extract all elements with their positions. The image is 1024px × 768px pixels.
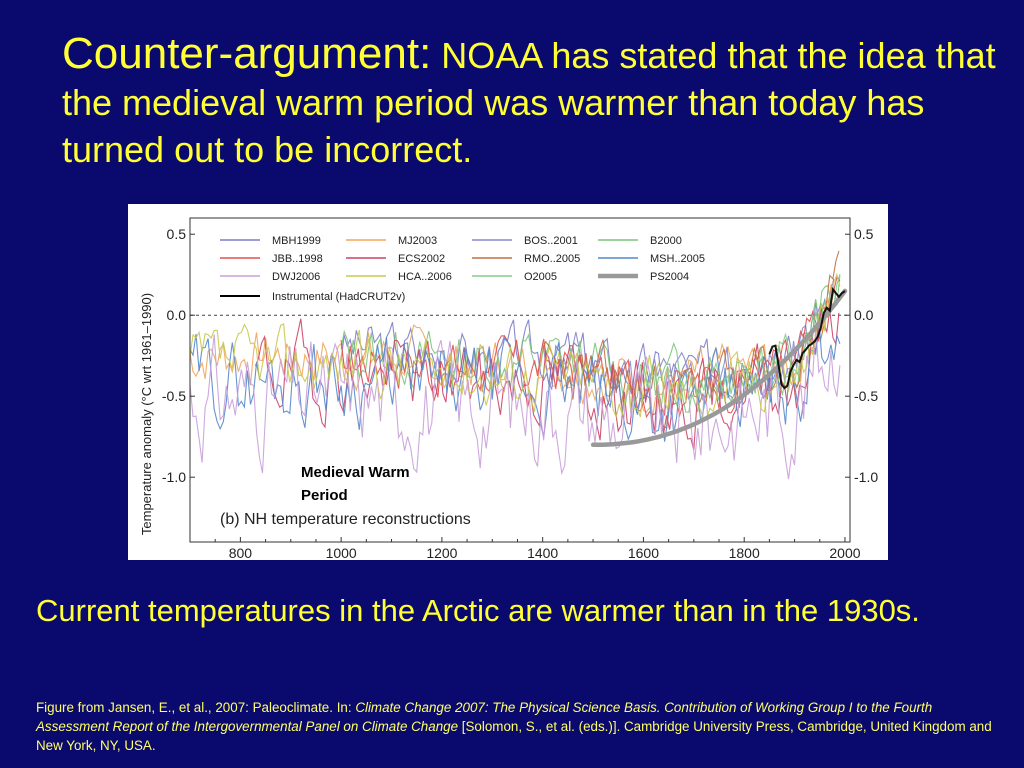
y-tick-label-right: -1.0 (854, 469, 878, 485)
legend: MBH1999 MJ2003 BOS..2001 B2000 JBB..1998 ECS2… (220, 235, 705, 303)
x-tick-label: 1000 (326, 545, 357, 560)
annotation-period: Period (301, 487, 348, 504)
legend-label: DWJ2006 (272, 271, 320, 283)
axis-layer: 800 1000 1200 1400 1600 1800 2000 0.5 0.5 0.0 0.0 -… (162, 217, 878, 560)
legend-label: MJ2003 (398, 235, 437, 247)
title-rest: NOAA has stated that the idea that the m… (62, 35, 996, 170)
x-tick-label: 1600 (628, 545, 659, 560)
y-tick-label: 0.5 (167, 226, 187, 242)
title-lead: Counter-argument: (62, 29, 432, 78)
legend-label: B2000 (650, 235, 682, 247)
series-line (189, 272, 841, 421)
series-line (642, 274, 841, 406)
legend-label: JBB..1998 (272, 253, 323, 265)
y-tick-label-right: 0.5 (854, 226, 874, 242)
series-layer (189, 250, 848, 480)
annotation-medieval-warm: Medieval Warm (301, 464, 410, 481)
y-tick-label: 0.0 (167, 307, 187, 323)
legend-label: HCA..2006 (398, 271, 452, 283)
legend-label: RMO..2005 (524, 253, 580, 265)
citation-part3: [Solomon, S., et al. (eds.)]. Cambridge … (36, 719, 992, 753)
temperature-chart: 800 1000 1200 1400 1600 1800 2000 0.5 0.5 0.0 0.0 -… (139, 217, 878, 560)
chart-figure: 800 1000 1200 1400 1600 1800 2000 0.5 0.5 0.0 0.0 -… (128, 204, 888, 560)
citation: Figure from Jansen, E., et al., 2007: Pa… (36, 698, 996, 755)
citation-part2: Climate Change 2007: The Physical Scienc… (36, 700, 933, 734)
plot-frame (189, 217, 851, 543)
slide-title: Counter-argument: NOAA has stated that t… (62, 30, 1007, 173)
x-tick-label: 1400 (527, 545, 558, 560)
legend-label: MBH1999 (272, 235, 321, 247)
y-axis-label: Temperature anomaly (°C wrt 1961–1990) (139, 293, 154, 535)
series-line (189, 326, 841, 480)
series-line (768, 286, 846, 390)
x-tick-label: 1200 (426, 545, 457, 560)
legend-label: Instrumental (HadCRUT2v) (272, 291, 405, 303)
y-tick-label-right: 0.0 (854, 307, 874, 323)
legend-label: O2005 (524, 271, 557, 283)
citation-part1: Figure from Jansen, E., et al., 2007: Pa… (36, 700, 356, 715)
legend-label: ECS2002 (398, 253, 445, 265)
x-tick-label: 800 (229, 545, 253, 560)
x-tick-label: 1800 (729, 545, 760, 560)
x-tick-label: 2000 (829, 545, 860, 560)
y-tick-label-right: -0.5 (854, 388, 878, 404)
legend-label: BOS..2001 (524, 235, 578, 247)
series-line (590, 288, 848, 448)
panel-label: (b) NH temperature reconstructions (220, 511, 471, 528)
body-text: Current temperatures in the Arctic are w… (36, 593, 920, 628)
y-tick-label: -1.0 (162, 469, 186, 485)
y-tick-label: -0.5 (162, 388, 186, 404)
legend-label: PS2004 (650, 271, 689, 283)
legend-label: MSH..2005 (650, 253, 705, 265)
